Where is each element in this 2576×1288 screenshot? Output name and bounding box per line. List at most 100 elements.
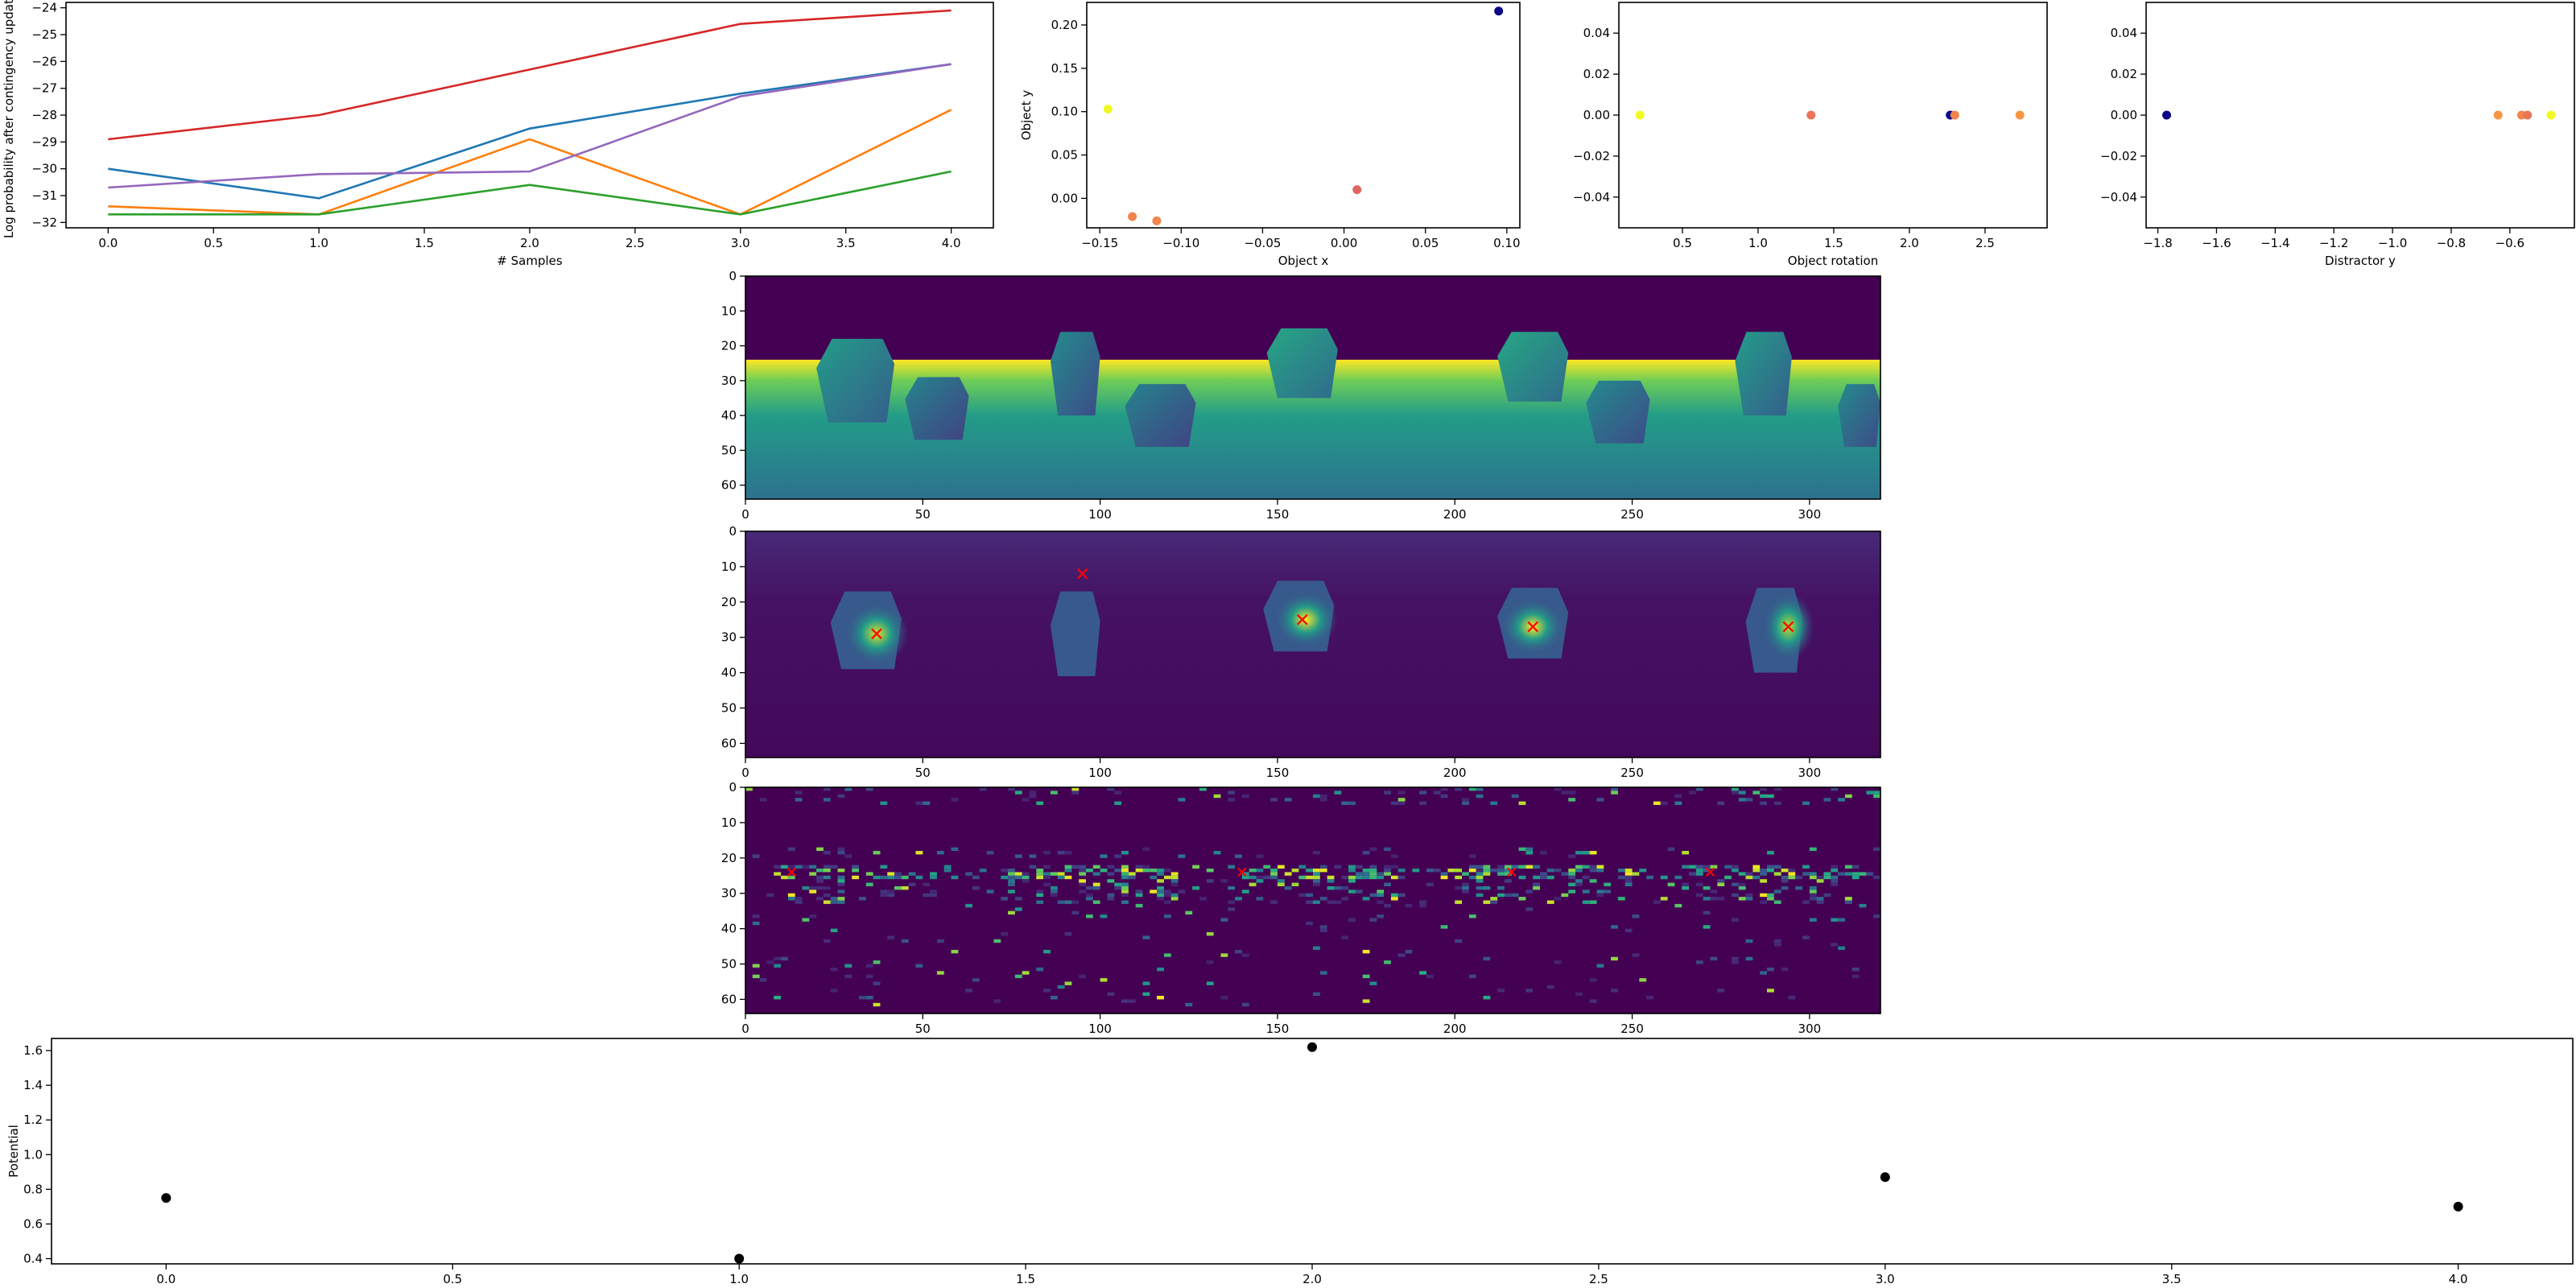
log-prob-chart: 0.0 0.5 1.0 1.5 2.0 2.5 3.0 3.5 4.0 −32 −31 −30 −29 −…: [2, 0, 994, 268]
cross-marker: [1782, 621, 1794, 633]
y-tick-label: −30: [31, 162, 57, 176]
x-tick-label: 150: [1266, 507, 1290, 522]
x-tick-label: 150: [1266, 766, 1290, 780]
x-tick-label: 4.0: [942, 236, 961, 250]
axes-frame: [65, 2, 994, 229]
x-tick-label: 200: [1443, 766, 1467, 780]
saliency-pixels: [745, 787, 1880, 1007]
x-tick-label: 1.5: [1016, 1272, 1035, 1286]
x-tick-label: 0.10: [1493, 236, 1520, 250]
y-tick-label: 1.2: [23, 1113, 43, 1127]
x-tick-label: 200: [1443, 1022, 1467, 1036]
x-tick-label: −0.8: [2437, 236, 2466, 250]
scatter-point: [1352, 185, 1362, 195]
y-axis-label: Log probability after contingency update: [2, 0, 16, 238]
cross-marker: [786, 867, 796, 877]
image-activation-chart: 0 50 100 150 200 250 300 0 10 20 30 40 50 60: [721, 524, 1881, 780]
activation-peak: [1274, 591, 1338, 648]
y-tick-label: 10: [721, 815, 737, 830]
x-tick-label: 0.00: [1331, 236, 1357, 250]
x-tick-label: −1.4: [2260, 236, 2289, 250]
y-tick-label: −0.02: [2100, 149, 2137, 163]
potential-chart: 0.0 0.5 1.0 1.5 2.0 2.5 3.0 3.5 4.0 0.4 0.6 0.8 1.0 1…: [6, 1038, 2574, 1286]
cross-marker: [1297, 613, 1308, 625]
axes-frame: [745, 530, 1881, 758]
y-tick-label: −26: [31, 54, 57, 68]
scatter-point: [1128, 212, 1137, 221]
object-blob: [1586, 380, 1650, 444]
axes-frame: [745, 786, 1881, 1014]
y-tick-label: 0: [729, 780, 737, 795]
scatter-point: [2015, 110, 2025, 120]
x-tick-label: 3.0: [1876, 1272, 1895, 1286]
axes-frame: [1618, 2, 2048, 229]
y-tick-label: 0.04: [1583, 26, 1610, 40]
x-tick-label: 3.5: [836, 236, 856, 250]
y-tick-label: 20: [721, 339, 737, 353]
y-tick-label: 40: [721, 408, 737, 423]
y-tick-label: 1.6: [23, 1043, 43, 1058]
x-tick-label: 0: [741, 507, 749, 522]
scatter-point: [2162, 110, 2172, 120]
x-tick-label: −0.6: [2496, 236, 2524, 250]
x-tick-label: 3.5: [2162, 1272, 2182, 1286]
x-tick-label: 2.0: [520, 236, 539, 250]
y-tick-label: 0.8: [23, 1182, 43, 1196]
x-tick-label: 0: [741, 1022, 749, 1036]
y-tick-label: 0: [729, 524, 737, 539]
y-tick-label: −27: [31, 81, 57, 96]
x-tick-label: 200: [1443, 507, 1467, 522]
series-line-3: [108, 9, 952, 141]
x-tick-label: 2.5: [625, 236, 645, 250]
x-tick-label: −0.05: [1244, 236, 1281, 250]
x-tick-label: 1.0: [309, 236, 328, 250]
potential-point: [161, 1193, 171, 1203]
scatter-point: [1635, 110, 1645, 120]
x-tick-label: 0.0: [98, 236, 118, 250]
x-tick-label: 100: [1088, 1022, 1112, 1036]
x-tick-label: 0.05: [1412, 236, 1439, 250]
y-tick-label: −0.04: [2100, 190, 2137, 204]
x-tick-label: −0.15: [1081, 236, 1118, 250]
y-tick-label: 40: [721, 666, 737, 680]
object-blob: [1735, 332, 1792, 416]
y-tick-label: −28: [31, 108, 57, 122]
object-rotation-chart: 0.5 1.0 1.5 2.0 2.5 −0.04 −0.02 0.00 0.02 0.04 Obj…: [1573, 2, 2048, 268]
x-tick-label: 1.0: [729, 1272, 749, 1286]
x-axis-label: Object x: [1278, 254, 1329, 268]
y-tick-label: 0.15: [1051, 61, 1078, 76]
object-blob: [1125, 384, 1196, 448]
cross-marker: [1527, 621, 1538, 633]
x-tick-label: 150: [1266, 1022, 1290, 1036]
cross-marker: [1705, 867, 1715, 877]
y-tick-label: 0.4: [23, 1252, 43, 1266]
series-line-2: [108, 170, 952, 216]
x-tick-label: 0.5: [204, 236, 223, 250]
series-line-1: [108, 109, 952, 216]
series-line-4: [108, 63, 952, 189]
y-tick-label: 0.20: [1051, 18, 1078, 32]
y-tick-label: 0.04: [2111, 26, 2137, 40]
y-tick-label: −32: [31, 215, 57, 229]
x-tick-label: −1.0: [2378, 236, 2407, 250]
y-tick-label: 0: [729, 269, 737, 283]
y-tick-label: 0.00: [1583, 108, 1610, 122]
scatter-point: [1950, 110, 1959, 120]
x-tick-label: −1.6: [2202, 236, 2231, 250]
y-axis-label: Object y: [1019, 90, 1034, 141]
scatter-point: [1152, 216, 1162, 225]
x-tick-label: 0.0: [156, 1272, 175, 1286]
x-tick-label: 50: [915, 507, 931, 522]
x-tick-label: 3.0: [731, 236, 750, 250]
y-tick-label: −24: [31, 1, 57, 15]
y-tick-label: 50: [721, 443, 737, 457]
y-tick-label: 50: [721, 957, 737, 972]
x-tick-label: 250: [1620, 766, 1644, 780]
cross-marker: [1507, 867, 1517, 877]
axes-frame: [745, 275, 1881, 500]
y-tick-label: 0.6: [23, 1216, 43, 1231]
y-tick-label: 0.00: [1051, 191, 1078, 205]
x-tick-label: 0.5: [443, 1272, 462, 1286]
distractor-y-chart: −1.8 −1.6 −1.4 −1.2 −1.0 −0.8 −0.6 −0.04 −0.02 0.…: [2100, 2, 2575, 268]
